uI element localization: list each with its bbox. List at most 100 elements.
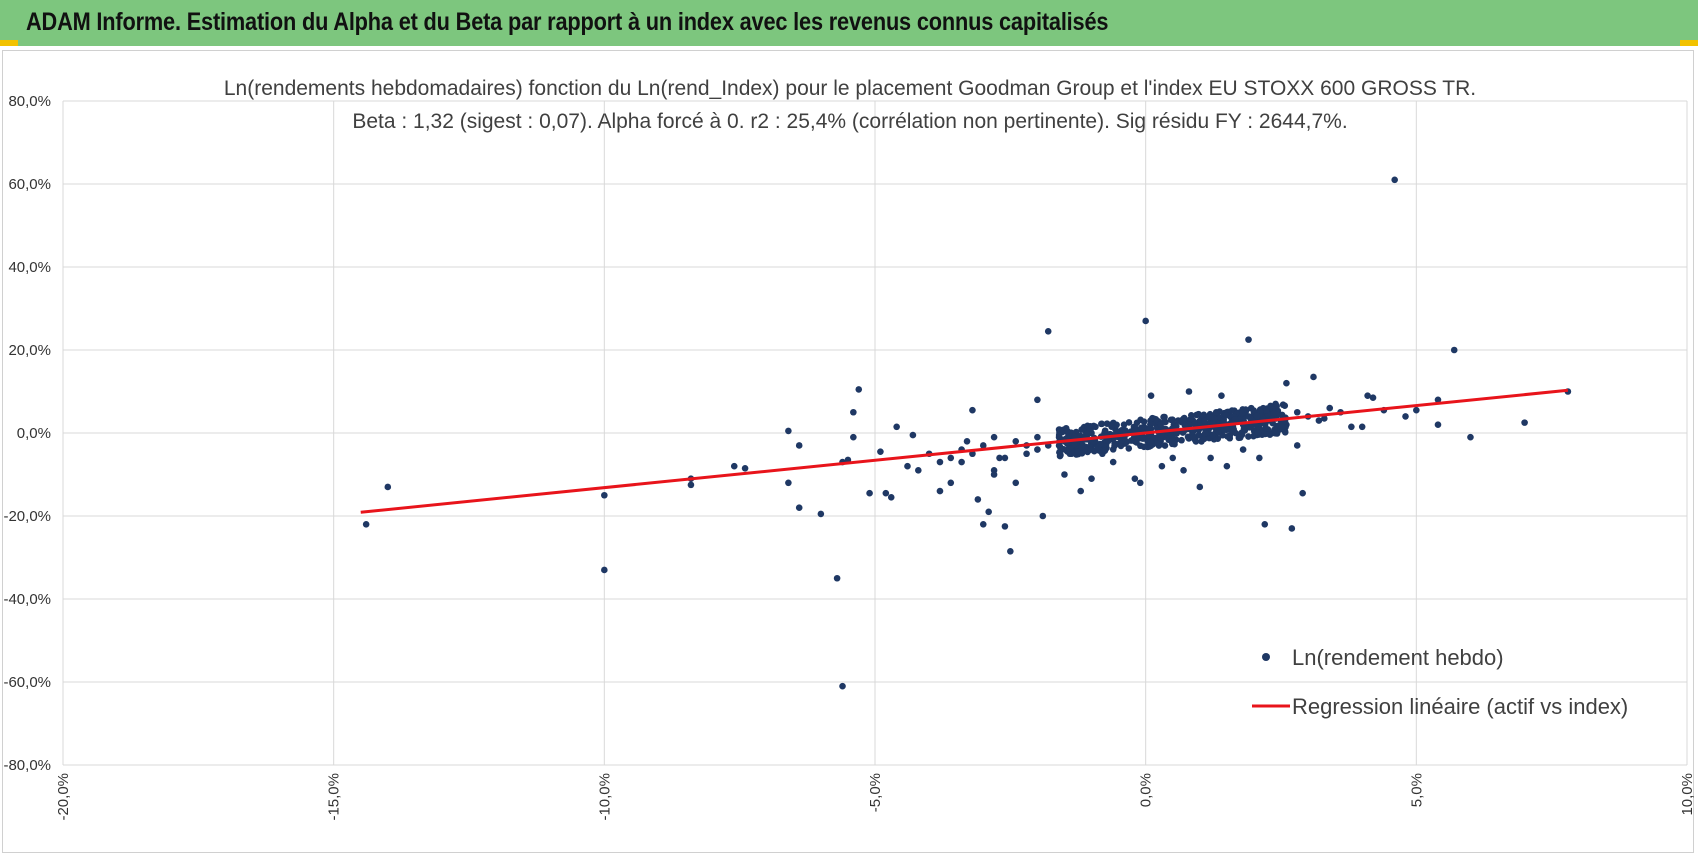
data-point <box>1127 437 1135 444</box>
data-point <box>1299 489 1306 497</box>
data-point <box>1055 431 1063 439</box>
data-point <box>1254 429 1262 436</box>
data-point <box>1261 521 1269 528</box>
data-point <box>1207 454 1214 462</box>
data-point <box>904 462 911 470</box>
data-point <box>1187 411 1195 419</box>
data-point <box>1209 431 1217 439</box>
data-point <box>1138 424 1145 431</box>
data-point <box>1223 426 1231 434</box>
data-point <box>1096 440 1104 448</box>
data-point <box>1078 443 1085 451</box>
data-point <box>1180 467 1187 474</box>
data-point <box>936 487 944 495</box>
data-point <box>1283 379 1290 387</box>
scatter-points <box>362 176 1572 690</box>
data-point <box>1061 471 1068 478</box>
data-point <box>1467 433 1474 441</box>
data-point <box>1215 428 1222 436</box>
data-point <box>1263 407 1270 414</box>
y-tick-label: 40,0% <box>8 259 51 276</box>
data-point <box>1521 419 1528 426</box>
data-point <box>687 481 695 489</box>
data-point <box>1271 426 1278 434</box>
data-point <box>882 489 890 497</box>
chart-title-line-1: Ln(rendements hebdomadaires) fonction du… <box>224 77 1476 100</box>
regression-line-group <box>360 388 1569 514</box>
data-point <box>1278 424 1286 432</box>
data-point <box>1369 394 1377 402</box>
data-point <box>1256 454 1263 462</box>
corner-marker-right <box>1680 40 1698 46</box>
data-point <box>1060 445 1067 453</box>
data-point <box>1098 420 1105 428</box>
data-point <box>1108 423 1115 430</box>
data-point <box>1279 401 1287 409</box>
legend-point-marker <box>1262 653 1270 661</box>
x-tick-label: -20,0% <box>55 773 72 821</box>
data-point <box>1149 414 1156 422</box>
data-point <box>850 408 857 416</box>
y-tick-label: 60,0% <box>8 176 51 193</box>
data-point <box>1007 547 1014 555</box>
data-point <box>1201 417 1208 425</box>
data-point <box>974 496 982 503</box>
data-point <box>1158 462 1166 470</box>
data-point <box>1125 445 1133 452</box>
data-point <box>947 479 955 487</box>
data-point <box>985 508 992 516</box>
y-tick-label: 20,0% <box>8 342 51 359</box>
chart-title: Ln(rendements hebdomadaires) fonction du… <box>224 77 1476 133</box>
data-point <box>1136 479 1144 487</box>
data-point <box>1171 440 1178 448</box>
data-point <box>979 521 987 528</box>
x-tick-label: -5,0% <box>867 773 884 812</box>
data-point <box>958 458 965 466</box>
data-point <box>1064 427 1071 435</box>
data-point <box>1326 404 1334 412</box>
y-tick-label: 0,0% <box>17 425 51 442</box>
data-point <box>1077 487 1085 495</box>
data-point <box>1158 432 1165 439</box>
data-point <box>817 510 825 518</box>
data-point <box>1239 446 1247 453</box>
data-point <box>1450 346 1458 354</box>
chart-title-line-2: Beta : 1,32 (sigest : 0,07). Alpha forcé… <box>352 110 1347 133</box>
data-point <box>785 427 792 435</box>
x-tick-label: -15,0% <box>326 773 343 821</box>
data-point <box>1105 437 1112 445</box>
data-point <box>990 471 998 478</box>
data-point <box>601 566 608 574</box>
data-point <box>1235 434 1243 442</box>
chart-grid <box>62 100 1688 766</box>
x-axis-tick-labels: -20,0% -15,0% -10,0% -5,0% 0,0% 5,0% 10,0% <box>55 773 1696 821</box>
data-point <box>887 494 895 501</box>
data-point <box>1034 433 1041 441</box>
x-tick-label: -10,0% <box>596 773 613 821</box>
data-point <box>741 464 749 472</box>
data-point <box>936 458 944 466</box>
data-point <box>1167 416 1175 424</box>
data-point <box>1147 392 1155 399</box>
data-point <box>1391 176 1398 184</box>
data-point <box>1224 433 1231 440</box>
data-point <box>866 489 873 497</box>
data-point <box>1146 438 1154 446</box>
data-point <box>1120 421 1128 429</box>
data-point <box>1133 439 1140 446</box>
data-point <box>1109 458 1117 466</box>
data-point <box>1201 430 1209 437</box>
data-point <box>1157 421 1164 428</box>
legend-label-points: Ln(rendement hebdo) <box>1292 645 1504 670</box>
report-title: ADAM Informe. Estimation du Alpha et du … <box>26 8 1109 36</box>
data-point <box>1293 408 1301 416</box>
data-point <box>1310 373 1317 381</box>
data-point <box>1413 406 1420 414</box>
chart-legend: Ln(rendement hebdo) Regression linéaire … <box>1252 645 1628 719</box>
data-point <box>1293 442 1301 449</box>
data-point <box>1140 443 1148 451</box>
data-point <box>990 433 998 441</box>
data-point <box>1137 416 1144 424</box>
data-point <box>1218 392 1225 399</box>
data-point <box>1245 433 1252 440</box>
